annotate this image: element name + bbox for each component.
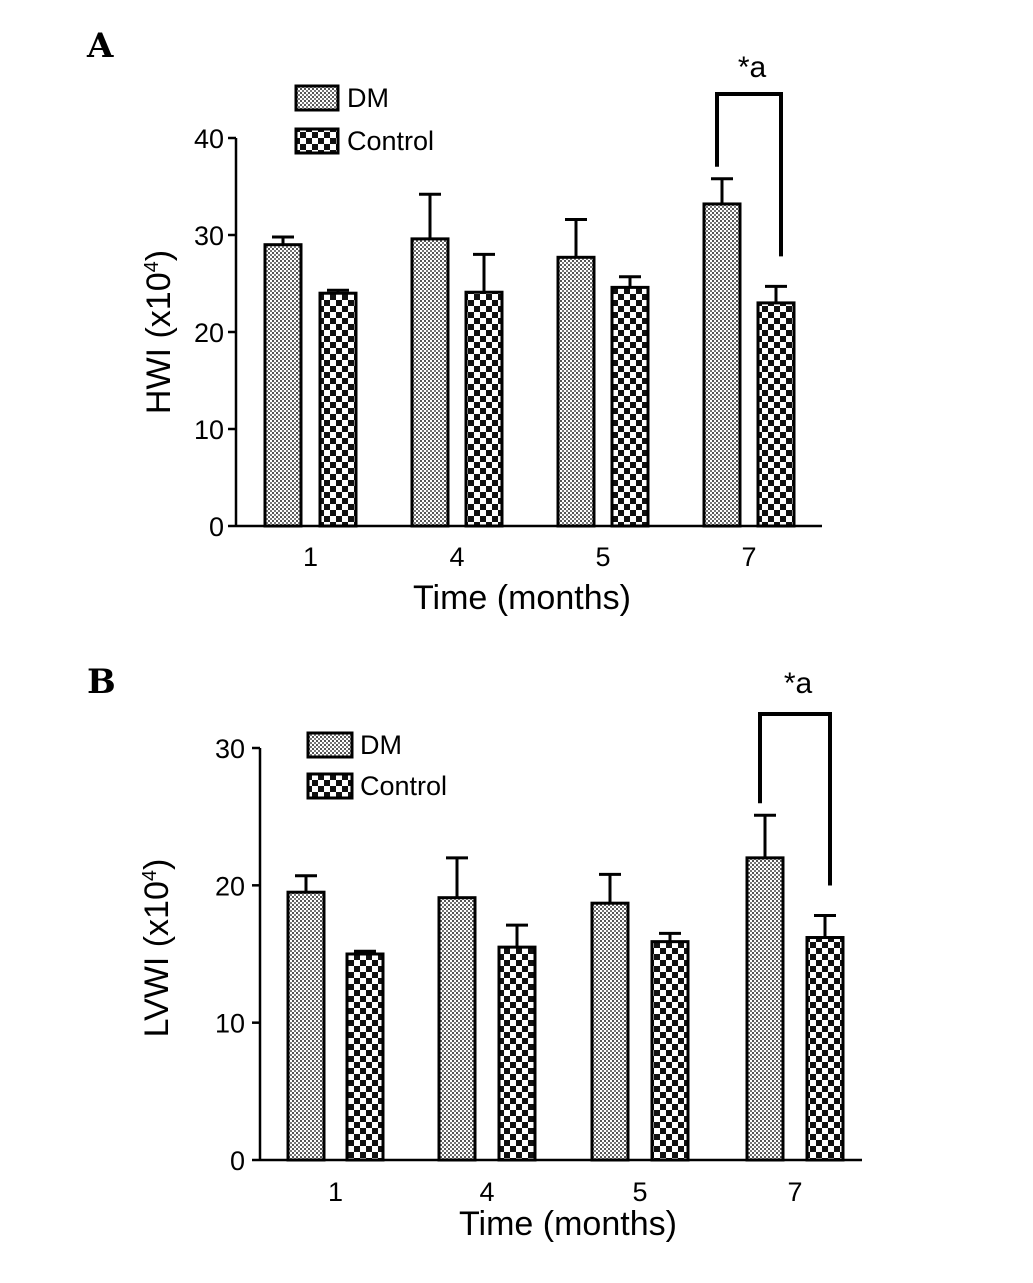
x-tick-label: 5 bbox=[595, 542, 610, 572]
significance-label: *a bbox=[784, 667, 813, 700]
bar-control-4 bbox=[464, 290, 504, 528]
bar-control-7 bbox=[805, 936, 845, 1162]
legend-swatch-control bbox=[294, 127, 340, 155]
x-tick-label: 7 bbox=[741, 542, 756, 572]
bar-control-4 bbox=[497, 945, 537, 1162]
bar-control-1 bbox=[318, 291, 358, 528]
y-axis-title: HWI (x104) bbox=[140, 250, 178, 414]
y-axis-title-superscript: 4 bbox=[141, 261, 163, 272]
panel-letter: A bbox=[86, 26, 114, 66]
bar-dm-1 bbox=[263, 243, 303, 528]
y-axis-title-main: LVWI (x10 bbox=[138, 881, 176, 1037]
x-tick-label: 4 bbox=[479, 1177, 494, 1207]
bar-control-1 bbox=[345, 952, 385, 1162]
y-tick-label: 20 bbox=[215, 871, 245, 901]
y-tick-label: 10 bbox=[215, 1009, 245, 1039]
legend-swatch-control bbox=[306, 772, 354, 800]
x-axis-title: Time (months) bbox=[413, 579, 631, 617]
y-axis-title: LVWI (x104) bbox=[138, 859, 176, 1038]
legend-label-dm: DM bbox=[360, 730, 402, 760]
y-axis-title-main: HWI (x10 bbox=[140, 272, 178, 414]
legend-swatch-dm bbox=[306, 731, 354, 759]
bar-dm-4 bbox=[437, 896, 477, 1162]
bar-dm-7 bbox=[702, 202, 742, 528]
y-tick-label: 40 bbox=[194, 124, 224, 154]
x-tick-label: 1 bbox=[303, 542, 318, 572]
bar-control-5 bbox=[650, 940, 690, 1162]
significance-label: *a bbox=[738, 51, 767, 84]
legend-label-control: Control bbox=[347, 126, 434, 156]
bar-dm-5 bbox=[556, 255, 596, 528]
significance-bracket bbox=[715, 92, 783, 257]
x-tick-label: 4 bbox=[449, 542, 464, 572]
bar-control-5 bbox=[610, 285, 650, 528]
y-tick-label: 30 bbox=[215, 734, 245, 764]
y-tick-label: 30 bbox=[194, 221, 224, 251]
x-axis-title: Time (months) bbox=[459, 1205, 677, 1243]
bar-dm-4 bbox=[410, 237, 450, 528]
y-tick-label: 10 bbox=[194, 415, 224, 445]
y-tick-label: 20 bbox=[194, 318, 224, 348]
legend-swatch-dm bbox=[294, 84, 340, 112]
panel-letter: B bbox=[87, 662, 116, 702]
bar-control-7 bbox=[756, 301, 796, 528]
x-tick-label: 7 bbox=[787, 1177, 802, 1207]
legend-label-control: Control bbox=[360, 771, 447, 801]
y-axis-title-close: ) bbox=[138, 859, 176, 870]
y-tick-label: 0 bbox=[209, 512, 224, 542]
bar-dm-7 bbox=[745, 856, 785, 1162]
bar-dm-5 bbox=[590, 901, 630, 1162]
bar-dm-1 bbox=[286, 890, 326, 1162]
y-axis-title-superscript: 4 bbox=[139, 870, 161, 881]
y-axis-title-close: ) bbox=[140, 250, 178, 261]
x-tick-label: 5 bbox=[632, 1177, 647, 1207]
x-tick-label: 1 bbox=[328, 1177, 343, 1207]
y-tick-label: 0 bbox=[230, 1146, 245, 1176]
significance-bracket bbox=[758, 712, 832, 886]
legend-label-dm: DM bbox=[347, 83, 389, 113]
